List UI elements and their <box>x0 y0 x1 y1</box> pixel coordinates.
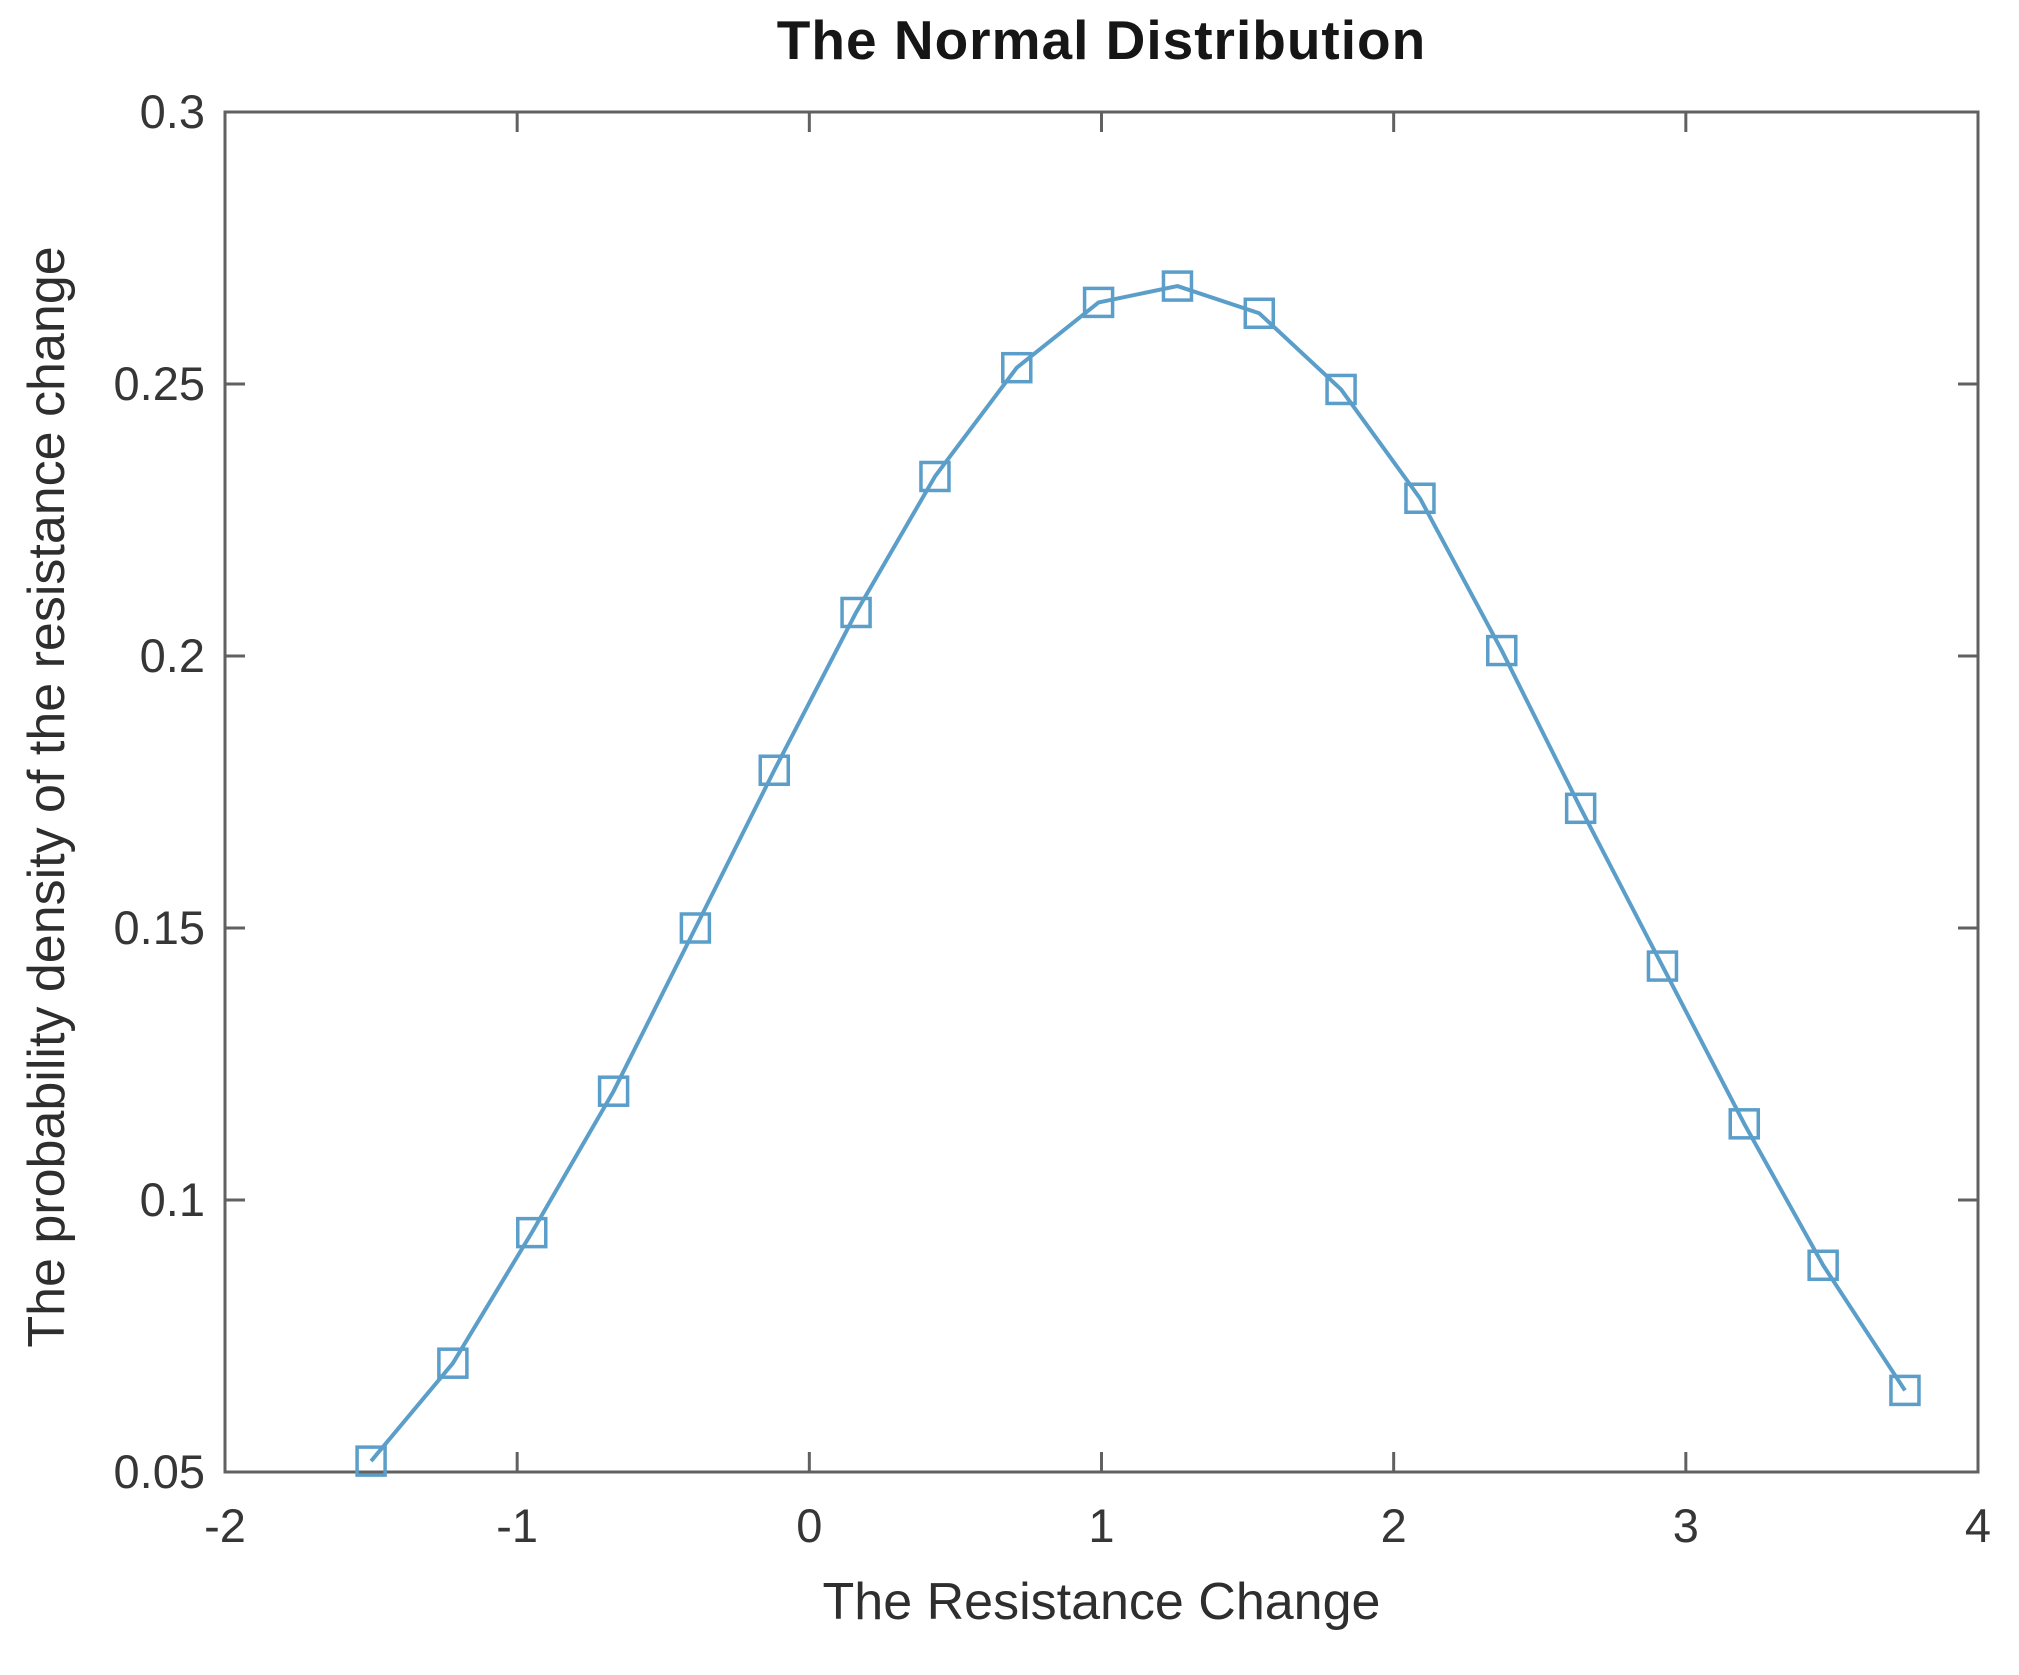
x-tick-label: 2 <box>1381 1499 1407 1552</box>
data-marker <box>1807 1249 1839 1282</box>
data-marker <box>1325 373 1357 406</box>
data-marker <box>758 754 791 786</box>
data-marker <box>1161 270 1194 302</box>
y-tick-label: 0.2 <box>140 629 205 682</box>
data-marker <box>1404 482 1436 514</box>
data-marker <box>597 1075 630 1107</box>
y-tick-label: 0.3 <box>140 85 205 138</box>
data-marker <box>919 460 951 493</box>
data-marker <box>1486 634 1518 667</box>
data-line <box>369 284 1907 1463</box>
data-marker <box>1001 351 1033 384</box>
chart-title: The Normal Distribution <box>776 9 1427 71</box>
data-marker <box>1728 1108 1761 1140</box>
data-marker <box>1082 286 1115 319</box>
y-tick-label: 0.1 <box>140 1173 205 1226</box>
data-marker <box>679 912 712 944</box>
x-tick-label: 4 <box>1965 1499 1991 1552</box>
y-tick-label: 0.15 <box>114 901 205 954</box>
data-marker <box>437 1347 469 1379</box>
x-tick-label: 0 <box>796 1499 822 1552</box>
data-marker <box>840 596 872 629</box>
x-tick-label: -2 <box>204 1499 246 1552</box>
data-marker <box>355 1445 387 1477</box>
data-marker <box>1646 950 1679 982</box>
data-marker <box>516 1216 548 1249</box>
x-axis-label: The Resistance Change <box>822 1573 1381 1631</box>
data-marker <box>1889 1374 1921 1407</box>
data-marker <box>1243 297 1276 330</box>
x-tick-label: -1 <box>496 1499 538 1552</box>
y-tick-label: 0.25 <box>114 357 205 410</box>
data-marker <box>1564 792 1597 825</box>
x-tick-label: 3 <box>1673 1499 1699 1552</box>
y-tick-label: 0.05 <box>114 1445 205 1498</box>
x-tick-label: 1 <box>1088 1499 1114 1552</box>
